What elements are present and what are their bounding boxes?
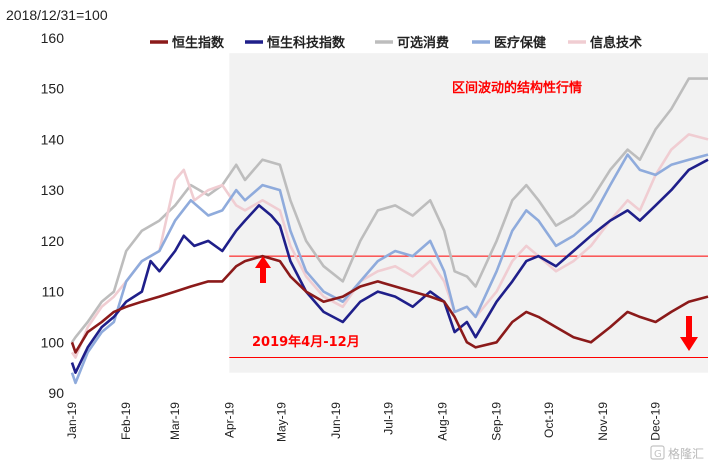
x-tick-label: Feb-19 [119,402,133,440]
x-axis-ticks: Jan-19 Feb-19 Mar-19 Apr-19 May-19 Jun-19 Jul-… [65,402,663,442]
annotation-title: 区间波动的结构性行情 [452,80,582,96]
legend-label: 信息技术 [590,35,642,51]
x-tick-label: Dec-19 [649,402,663,441]
series-line-2 [70,77,708,344]
x-tick-label: Mar-19 [168,402,182,440]
series-line-0 [70,254,709,354]
series-line-3 [70,153,709,385]
shaded-period [229,53,708,373]
series-line-1 [70,158,709,374]
x-tick-label: Jun-19 [329,402,343,439]
down-arrow-icon [680,316,698,351]
legend-label: 可选消费 [397,35,449,51]
y-tick-label: 150 [41,81,65,97]
series-lines [70,77,709,385]
x-tick-label: Oct-19 [542,402,556,438]
x-tick-label: Apr-19 [222,402,236,438]
x-tick-label: Jan-19 [65,402,79,439]
legend: 恒生指数 恒生科技指数 可选消费 医疗保健 信息技术 [150,35,642,51]
y-tick-label: 110 [42,284,65,300]
y-tick-label: 90 [48,385,64,401]
y-tick-label: 130 [41,182,65,198]
up-arrow-icon [255,256,271,283]
watermark-logo-icon: G [650,445,665,460]
y-axis-ticks: 90 100 110 120 130 140 150 160 [41,30,65,401]
y-tick-label: 120 [41,233,65,249]
legend-label: 恒生科技指数 [267,35,346,51]
y-tick-label: 100 [41,334,65,350]
y-tick-label: 140 [41,131,65,147]
x-tick-label: May-19 [275,402,289,442]
x-tick-label: Nov-19 [596,402,610,441]
legend-label: 医疗保健 [494,35,546,51]
series-line-4 [70,133,709,359]
x-tick-label: Sep-19 [490,402,504,441]
annotation-period: 2019年4月-12月 [252,334,360,350]
svg-text:G: G [654,449,662,460]
x-tick-label: Aug-19 [435,402,449,441]
x-tick-label: Jul-19 [381,402,395,435]
legend-label: 恒生指数 [172,35,225,51]
y-tick-label: 160 [41,30,65,46]
base-label: 2018/12/31=100 [6,7,108,23]
watermark-text: 格隆汇 [668,446,704,461]
